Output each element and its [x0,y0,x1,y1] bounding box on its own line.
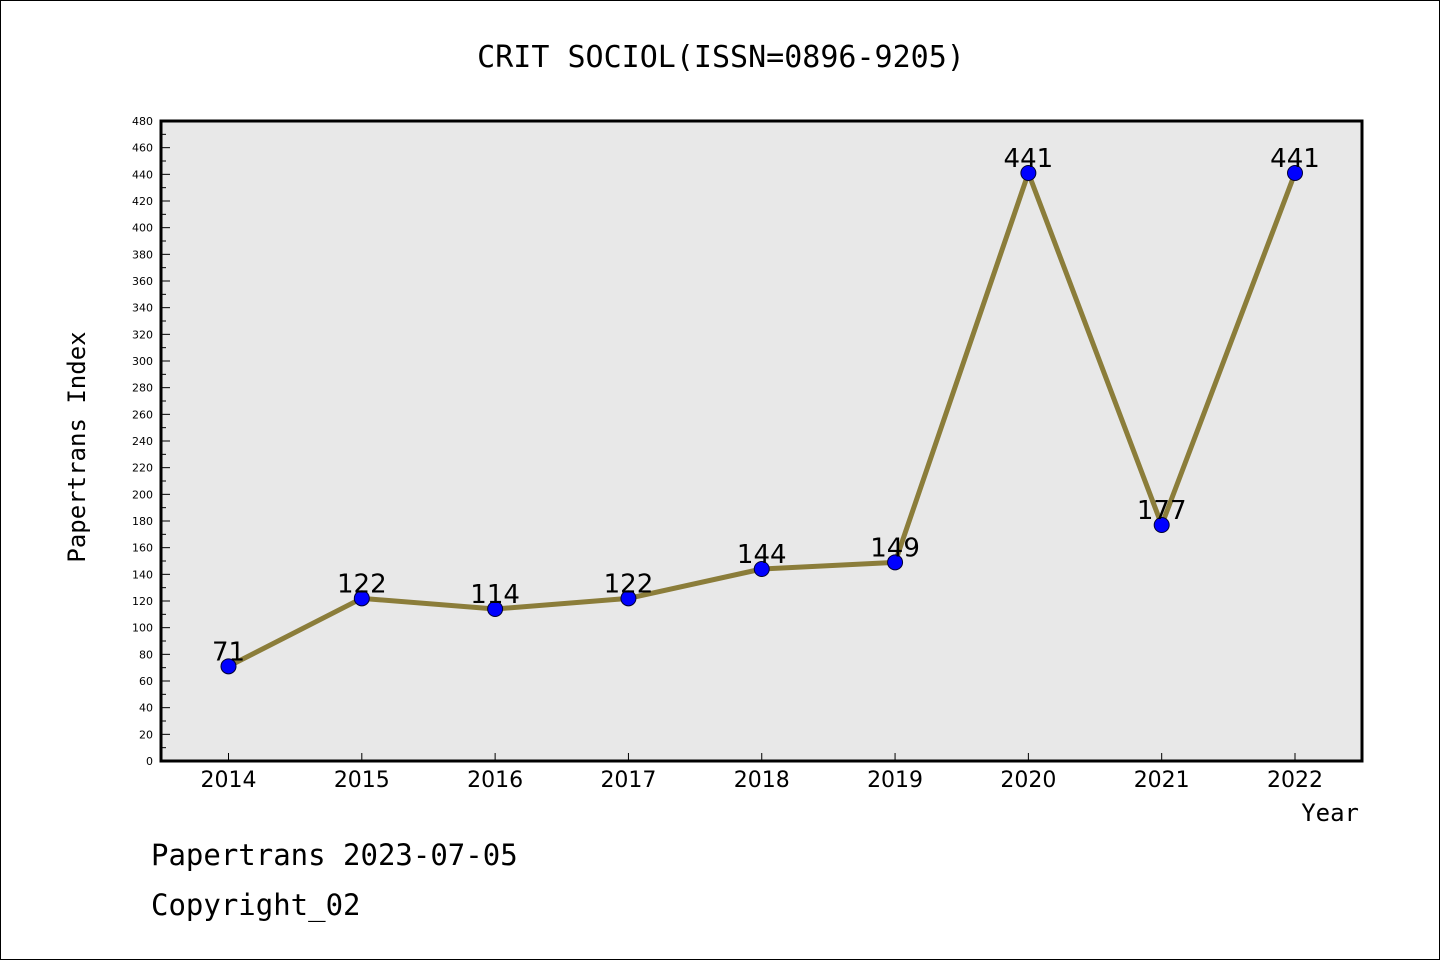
data-point [620,590,637,607]
y-tick-label: 120 [132,595,153,608]
y-axis-title: Papertrans Index [63,331,91,562]
data-label: 177 [1137,496,1187,526]
chart-title: CRIT SOCIOL(ISSN=0896-9205) [477,40,965,75]
y-axis-ticks: 0 20 40 60 80 100 120 140 160 180 200 220 240 260 280 3… [132,115,170,768]
y-tick-label: 280 [132,382,153,395]
y-tick-label: 300 [132,355,153,368]
y-tick-label: 40 [139,702,153,715]
footer-date: Papertrans 2023-07-05 [151,838,518,872]
data-point [1287,165,1303,181]
plot-area [161,121,1362,761]
data-labels: 71 122 114 122 144 149 441 177 441 [212,144,1320,667]
y-tick-label: 240 [132,435,153,448]
x-axis-ticks: 2014 2015 2016 2017 2018 2019 2020 2021 2022 [201,753,1323,793]
series-layer [220,165,1303,675]
y-tick-label: 380 [132,248,153,261]
x-tick-label: 2018 [734,768,790,793]
x-tick-label: 2019 [867,768,923,793]
y-tick-label: 80 [139,648,153,661]
x-tick-label: 2017 [600,768,656,793]
data-label: 144 [737,540,787,570]
y-tick-label: 460 [132,142,153,155]
y-tick-label: 140 [132,568,153,581]
y-tick-label: 180 [132,515,153,528]
x-tick-label: 2021 [1134,768,1190,793]
y-tick-label: 360 [132,275,153,288]
y-tick-label: 260 [132,408,153,421]
data-point [487,601,504,617]
y-tick-label: 320 [132,328,153,341]
data-label: 122 [604,569,654,599]
y-tick-label: 340 [132,302,153,315]
data-label: 441 [1004,144,1054,174]
data-point [1020,165,1037,181]
y-tick-label: 0 [146,755,153,768]
data-label: 149 [870,533,920,563]
data-point [887,554,904,571]
data-label: 122 [337,569,387,599]
data-label: 114 [470,580,520,610]
x-tick-label: 2015 [334,768,390,793]
plot-border [159,119,1364,763]
y-tick-label: 480 [132,115,153,128]
x-tick-label: 2016 [467,768,523,793]
y-tick-label: 220 [132,462,153,475]
data-label: 441 [1270,144,1320,174]
data-point [220,658,237,675]
y-tick-label: 20 [139,728,153,741]
y-tick-label: 420 [132,195,153,208]
x-tick-label: 2014 [201,768,257,793]
y-tick-label: 100 [132,622,153,635]
data-point [753,561,770,577]
x-axis-title: Year [1301,799,1359,827]
y-tick-label: 400 [132,222,153,235]
data-point [353,590,370,607]
y-tick-label: 440 [132,168,153,181]
y-tick-label: 200 [132,488,153,501]
y-tick-label: 60 [139,675,153,688]
x-tick-label: 2020 [1000,768,1056,793]
data-point [1153,517,1170,533]
x-tick-label: 2022 [1267,768,1323,793]
footer-copyright: Copyright_02 [151,888,361,923]
y-tick-label: 160 [132,542,153,555]
data-label: 71 [212,637,245,667]
